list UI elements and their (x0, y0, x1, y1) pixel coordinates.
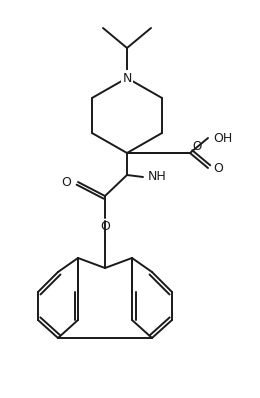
Text: N: N (122, 72, 132, 84)
Text: O: O (61, 176, 71, 189)
Text: O: O (192, 140, 201, 152)
Text: NH: NH (148, 170, 167, 183)
Text: O: O (213, 162, 223, 174)
Text: O: O (100, 220, 110, 232)
Text: OH: OH (213, 131, 232, 144)
